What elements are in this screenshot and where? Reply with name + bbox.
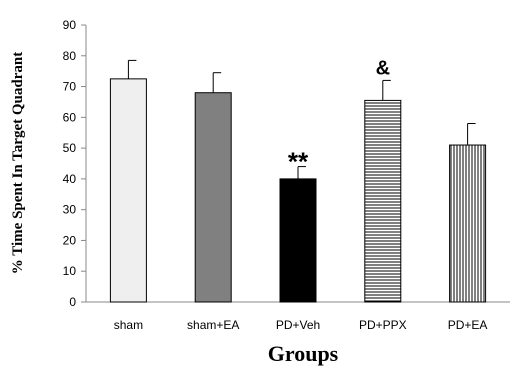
y-tick-label: 60 <box>63 110 77 124</box>
y-tick-label: 80 <box>63 49 77 63</box>
y-tick-label: 30 <box>63 203 77 217</box>
significance-marker: ** <box>288 147 309 177</box>
y-ticks: 0 10 20 30 40 50 60 70 80 90 <box>63 18 86 309</box>
y-tick-label: 50 <box>63 141 77 155</box>
error-bars <box>127 59 476 179</box>
x-axis-title: Groups <box>268 341 339 366</box>
y-tick-label: 0 <box>69 295 76 309</box>
y-axis-title: % Time Spent In Target Quadrant <box>10 52 26 274</box>
bars <box>109 78 487 303</box>
x-tick-label: PD+Veh <box>276 318 320 332</box>
bar-sham-ea <box>194 92 232 303</box>
y-tick-label: 20 <box>63 233 77 247</box>
bar-pd-ea <box>449 144 487 303</box>
x-tick-label: PD+PPX <box>359 318 407 332</box>
y-tick-label: 70 <box>63 80 77 94</box>
x-tick-label: PD+EA <box>448 318 488 332</box>
x-tick-label: sham <box>114 318 143 332</box>
bar-pd-ppx <box>364 99 402 303</box>
bar-pd-veh <box>279 178 317 303</box>
category-labels: sham sham+EA PD+Veh PD+PPX PD+EA <box>114 318 488 332</box>
y-tick-label: 90 <box>63 18 77 32</box>
bar-sham <box>109 78 147 303</box>
y-tick-label: 10 <box>63 264 77 278</box>
significance-marker: & <box>376 57 390 79</box>
y-tick-label: 40 <box>63 172 77 186</box>
annotations: ** & <box>288 57 390 176</box>
x-tick-label: sham+EA <box>187 318 239 332</box>
